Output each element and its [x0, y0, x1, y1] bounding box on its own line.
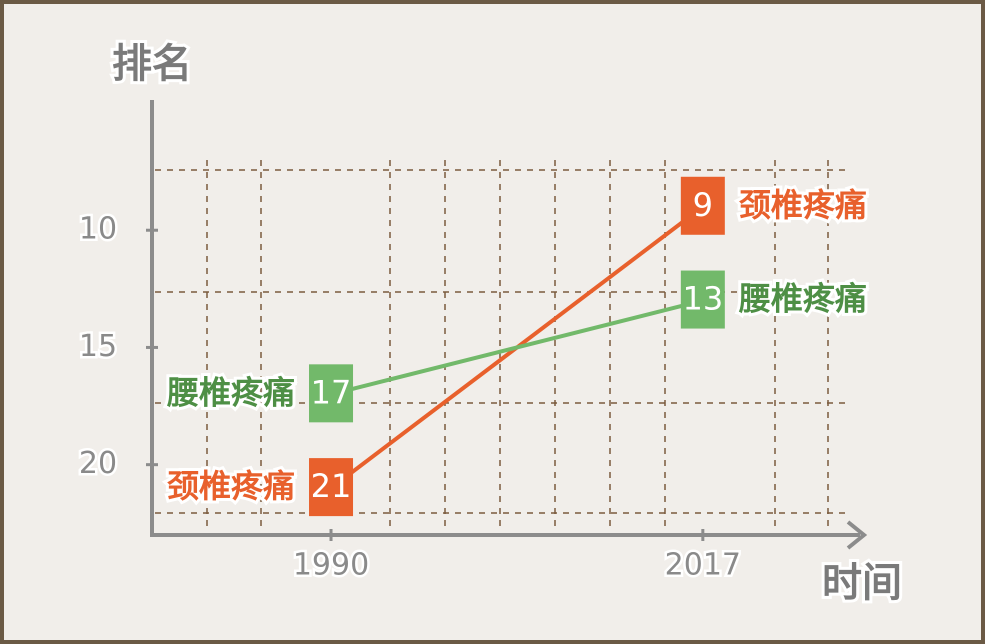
- value-box: [309, 458, 354, 517]
- x-axis-arrow: [846, 520, 868, 550]
- series-label: 颈椎疼痛: [739, 186, 867, 224]
- value-label: 13: [682, 280, 723, 318]
- value-box: [680, 270, 725, 329]
- x-tick-label: 1990: [293, 548, 369, 583]
- series-line: [330, 298, 704, 397]
- y-tick-label: 15: [79, 329, 117, 364]
- y-axis-title: 排名: [112, 41, 192, 87]
- value-label: 17: [311, 373, 352, 411]
- y-tick-label: 10: [79, 212, 117, 247]
- value-box: [680, 176, 725, 235]
- series-label: 腰椎疼痛: [167, 373, 295, 411]
- value-box: [309, 364, 354, 423]
- series-label: 腰椎疼痛: [739, 280, 867, 318]
- x-axis-title: 时间: [822, 560, 902, 606]
- value-label: 9: [693, 186, 713, 224]
- series-label: 颈椎疼痛: [167, 467, 295, 505]
- decorative-grid: [155, 160, 845, 530]
- x-tick-label: 2017: [665, 548, 741, 583]
- value-label: 21: [311, 467, 352, 505]
- y-tick-label: 20: [79, 446, 117, 481]
